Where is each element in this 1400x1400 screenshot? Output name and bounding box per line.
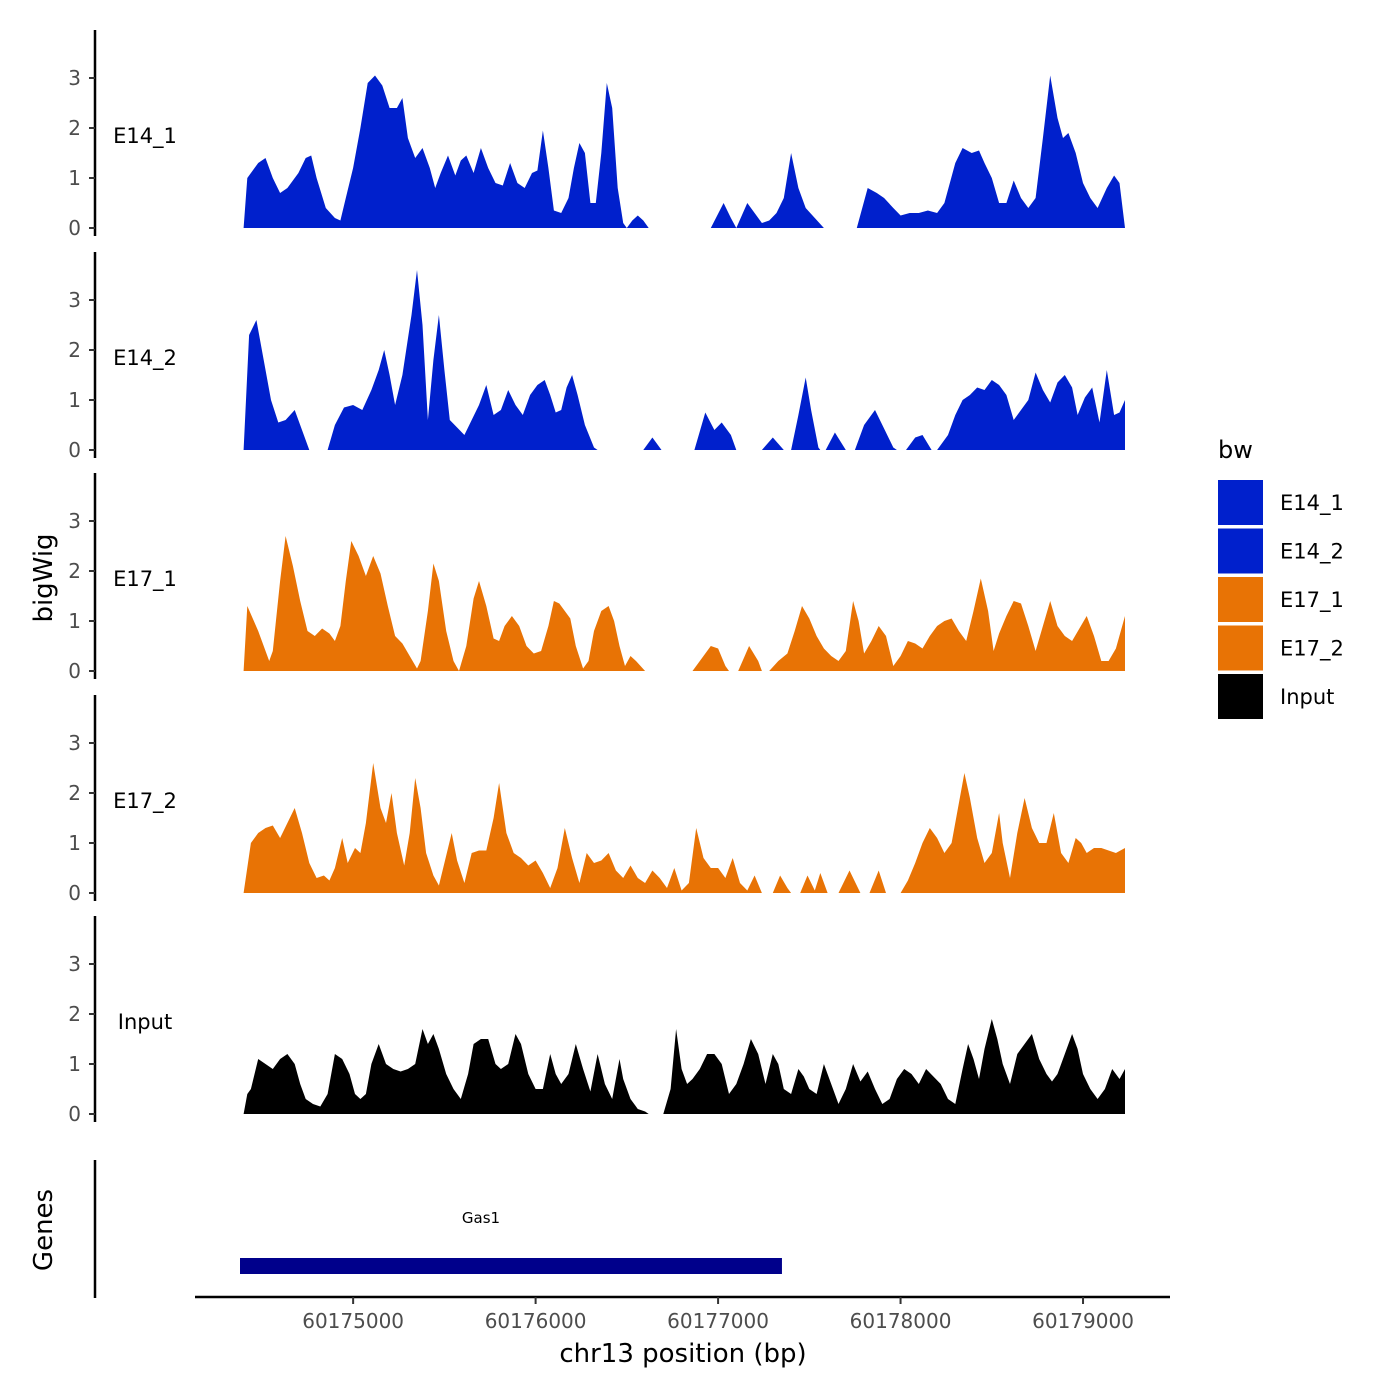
area-segment	[694, 412, 737, 450]
x-tick-label: 60177000	[667, 1309, 769, 1333]
genes-track: Genes Gas1	[29, 1160, 782, 1298]
track-input: 0 1 2 3 Input	[68, 916, 1125, 1126]
area-segment	[900, 773, 1125, 893]
area-segment	[854, 410, 897, 450]
legend-title: bw	[1218, 436, 1253, 464]
y-tick-label: 2	[68, 781, 81, 805]
x-tick-label: 60176000	[485, 1309, 587, 1333]
legend-label-e17-2: E17_2	[1280, 637, 1344, 662]
area-segment	[738, 646, 762, 671]
track-e14-2: 0 1 2 3 E14_2	[68, 252, 1125, 462]
area-segment	[243, 536, 646, 671]
y-tick-label: 1	[68, 166, 81, 190]
area-segment	[243, 763, 762, 893]
y-tick-label: 1	[68, 609, 81, 633]
y-tick-label: 2	[68, 338, 81, 362]
bigwig-tracks: 0 1 2 3 E14_1 0 1 2 3 E14_2 0 1 2 3 E17_1 0 1 2 3 E17_2 0 1 2 3…	[68, 30, 1125, 1126]
legend: bw E14_1 E14_2 E17_1 E17_2 Input	[1218, 436, 1344, 719]
track-label: E17_2	[113, 789, 177, 814]
area-segment	[692, 646, 729, 671]
y-tick-label: 3	[68, 952, 81, 976]
x-tick-label: 60179000	[1032, 1309, 1134, 1333]
y-tick-label: 1	[68, 831, 81, 855]
legend-swatch-e17-1	[1218, 577, 1263, 622]
legend-label-e14-2: E14_2	[1280, 540, 1344, 565]
y-tick-label: 0	[68, 659, 81, 683]
area-segment	[243, 320, 310, 450]
y-tick-label: 3	[68, 731, 81, 755]
area-segment	[800, 873, 828, 893]
area-segment	[643, 437, 662, 450]
area-segment	[838, 870, 861, 893]
y-tick-label: 2	[68, 116, 81, 140]
area-segment	[327, 270, 598, 450]
track-label: E17_1	[113, 567, 177, 592]
area-segment	[761, 437, 784, 450]
y-tick-label: 3	[68, 66, 81, 90]
legend-swatch-input	[1218, 674, 1263, 719]
area-segment	[769, 578, 1125, 671]
y-tick-label: 1	[68, 388, 81, 412]
y-tick-label: 0	[68, 881, 81, 905]
area-segment	[710, 153, 824, 228]
legend-label-e14-1: E14_1	[1280, 491, 1344, 516]
track-e17-2: 0 1 2 3 E17_2	[68, 695, 1125, 905]
y-tick-label: 2	[68, 559, 81, 583]
area-segment	[772, 875, 792, 893]
x-axis-title: chr13 position (bp)	[559, 1339, 806, 1369]
area-segment	[243, 1029, 649, 1114]
area-segment	[869, 870, 886, 893]
area-segment	[825, 432, 846, 450]
area-segment	[243, 75, 649, 228]
track-label: E14_2	[113, 346, 177, 371]
y-tick-label: 1	[68, 1052, 81, 1076]
area-segment	[856, 75, 1125, 228]
track-e17-1: 0 1 2 3 E17_1	[68, 473, 1125, 683]
area-segment	[906, 435, 932, 450]
y-tick-label: 0	[68, 216, 81, 240]
track-label: E14_1	[113, 124, 177, 149]
legend-swatch-e17-2	[1218, 625, 1263, 671]
gene-bar	[240, 1258, 782, 1274]
area-segment	[937, 370, 1125, 450]
x-axis: 60175000 60176000 60177000 60178000 60179000	[195, 1295, 1170, 1333]
y-axis-title: bigWig	[29, 533, 59, 622]
legend-swatch-e14-1	[1218, 480, 1263, 525]
track-label: Input	[118, 1010, 172, 1034]
area-segment	[663, 1019, 1125, 1114]
legend-label-input: Input	[1280, 685, 1334, 709]
x-tick-label: 60178000	[850, 1309, 952, 1333]
legend-label-e17-1: E17_1	[1280, 588, 1344, 613]
y-tick-label: 3	[68, 509, 81, 533]
gene-label: Gas1	[462, 1209, 500, 1227]
area-segment	[791, 377, 821, 450]
y-tick-label: 0	[68, 1102, 81, 1126]
y-tick-label: 3	[68, 288, 81, 312]
y-tick-label: 2	[68, 1002, 81, 1026]
legend-swatch-e14-2	[1218, 528, 1263, 574]
y-tick-label: 0	[68, 438, 81, 462]
genes-track-title: Genes	[29, 1189, 59, 1271]
x-tick-label: 60175000	[302, 1309, 404, 1333]
track-e14-1: 0 1 2 3 E14_1	[68, 30, 1125, 240]
